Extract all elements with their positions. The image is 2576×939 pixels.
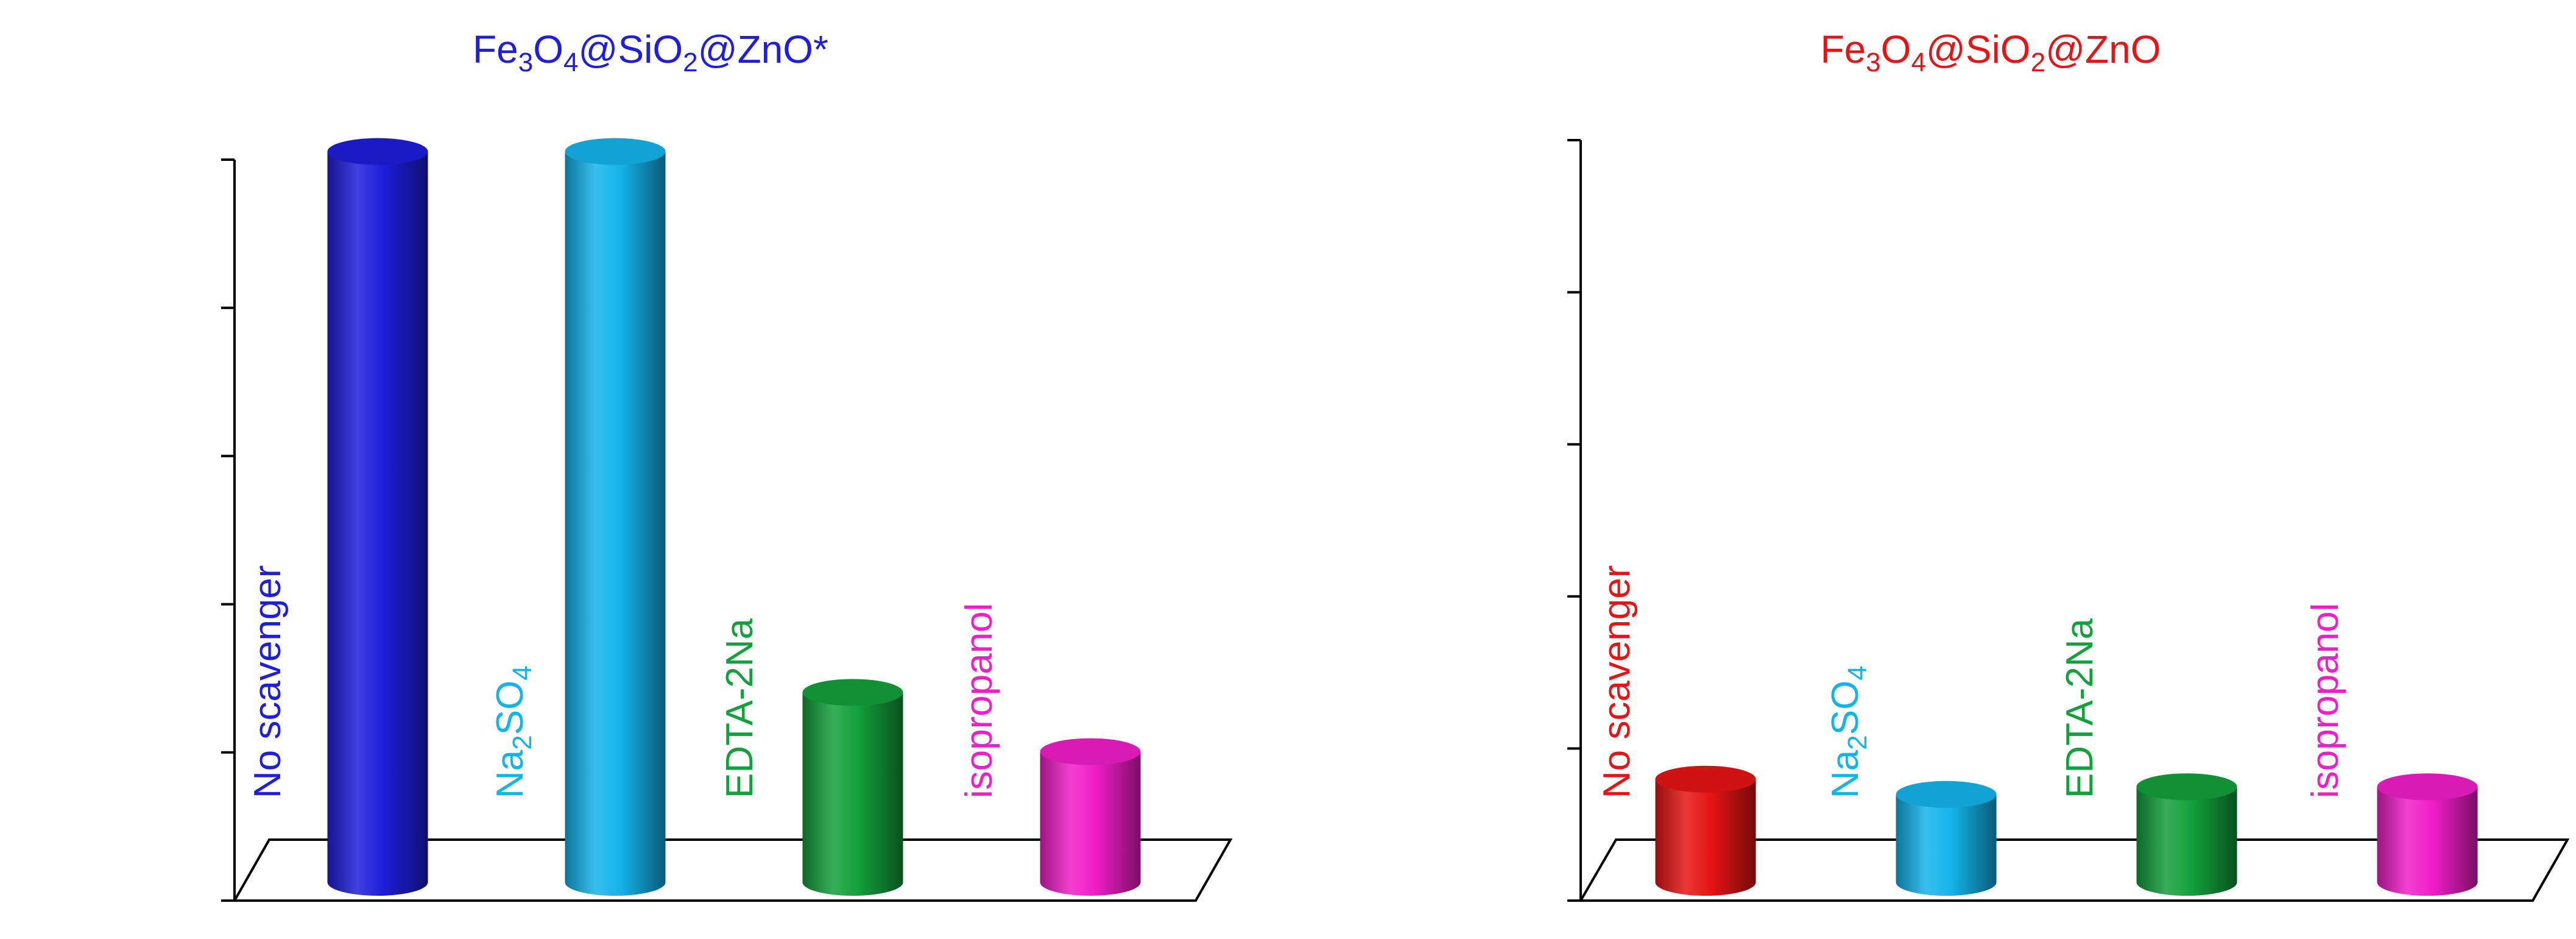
bar-body <box>1040 751 1141 896</box>
text-part: @ZnO* <box>698 27 828 71</box>
text-part: No scavenger <box>1596 565 1638 798</box>
subscript: 2 <box>1843 735 1872 749</box>
bar-body <box>327 151 428 896</box>
bar <box>2136 773 2237 896</box>
category-label: EDTA-2Na <box>2059 618 2101 798</box>
bar-body <box>2377 787 2478 896</box>
category-label: EDTA-2Na <box>719 618 761 798</box>
text-part: O <box>533 27 563 71</box>
category-label: isopropanol <box>958 603 1000 798</box>
bar <box>327 138 428 896</box>
subscript: 4 <box>1843 665 1872 680</box>
bar <box>1896 781 1997 896</box>
subscript: 2 <box>507 735 537 749</box>
bar-cap <box>2377 773 2478 801</box>
bar-body <box>802 692 903 896</box>
text-part: @ZnO <box>2045 27 2161 71</box>
subscript: 4 <box>1911 48 1925 77</box>
subscript: 4 <box>563 48 578 77</box>
category-label: Na2SO4 <box>489 665 537 798</box>
bar <box>802 679 903 896</box>
bar-cap <box>327 138 428 165</box>
bar-body <box>2136 787 2237 896</box>
text-part: Na <box>489 749 531 798</box>
bar-cap <box>1896 781 1997 808</box>
text-part: O <box>1881 27 1911 71</box>
text-part: Fe <box>1820 27 1866 71</box>
text-part: @SiO <box>578 27 683 71</box>
category-label: Na2SO4 <box>1824 665 1872 798</box>
bar <box>2377 773 2478 896</box>
text-part: No scavenger <box>247 565 289 798</box>
category-label: isopropanol <box>2304 603 2346 798</box>
bar-cap <box>1040 738 1141 765</box>
bar-cap <box>802 679 903 706</box>
text-part: SO <box>489 681 531 735</box>
category-label: No scavenger <box>1596 565 1638 798</box>
panel-a: Fe3O4@SiO2@ZnO*No scavenger Na2SO4 EDTA-2N… <box>221 27 1233 902</box>
bar-body <box>1896 794 1997 896</box>
text-part: SO <box>1824 681 1866 735</box>
text-part: Fe <box>473 27 518 71</box>
bar-body <box>565 151 666 896</box>
floor-platform <box>232 838 1233 902</box>
chart-title: Fe3O4@SiO2@ZnO <box>1820 27 2161 77</box>
text-part: @SiO <box>1926 27 2031 71</box>
subscript: 3 <box>1866 48 1880 77</box>
floor-platform <box>1578 838 2570 902</box>
text-part: isopropanol <box>958 603 1000 798</box>
subscript: 2 <box>683 48 697 77</box>
bar-cap <box>1655 765 1756 793</box>
bar <box>1655 765 1756 896</box>
subscript: 3 <box>518 48 533 77</box>
bar <box>1040 738 1141 896</box>
text-part: EDTA-2Na <box>2059 618 2101 798</box>
text-part: isopropanol <box>2304 603 2346 798</box>
bar <box>565 138 666 896</box>
chart-title: Fe3O4@SiO2@ZnO* <box>473 27 828 77</box>
subscript: 4 <box>507 665 537 680</box>
bar-cap <box>2136 773 2237 801</box>
subscript: 2 <box>2031 48 2045 77</box>
text-part: EDTA-2Na <box>719 618 761 798</box>
bar-body <box>1655 779 1756 896</box>
category-label: No scavenger <box>247 565 289 798</box>
bar-cap <box>565 138 666 165</box>
text-part: Na <box>1824 749 1866 798</box>
